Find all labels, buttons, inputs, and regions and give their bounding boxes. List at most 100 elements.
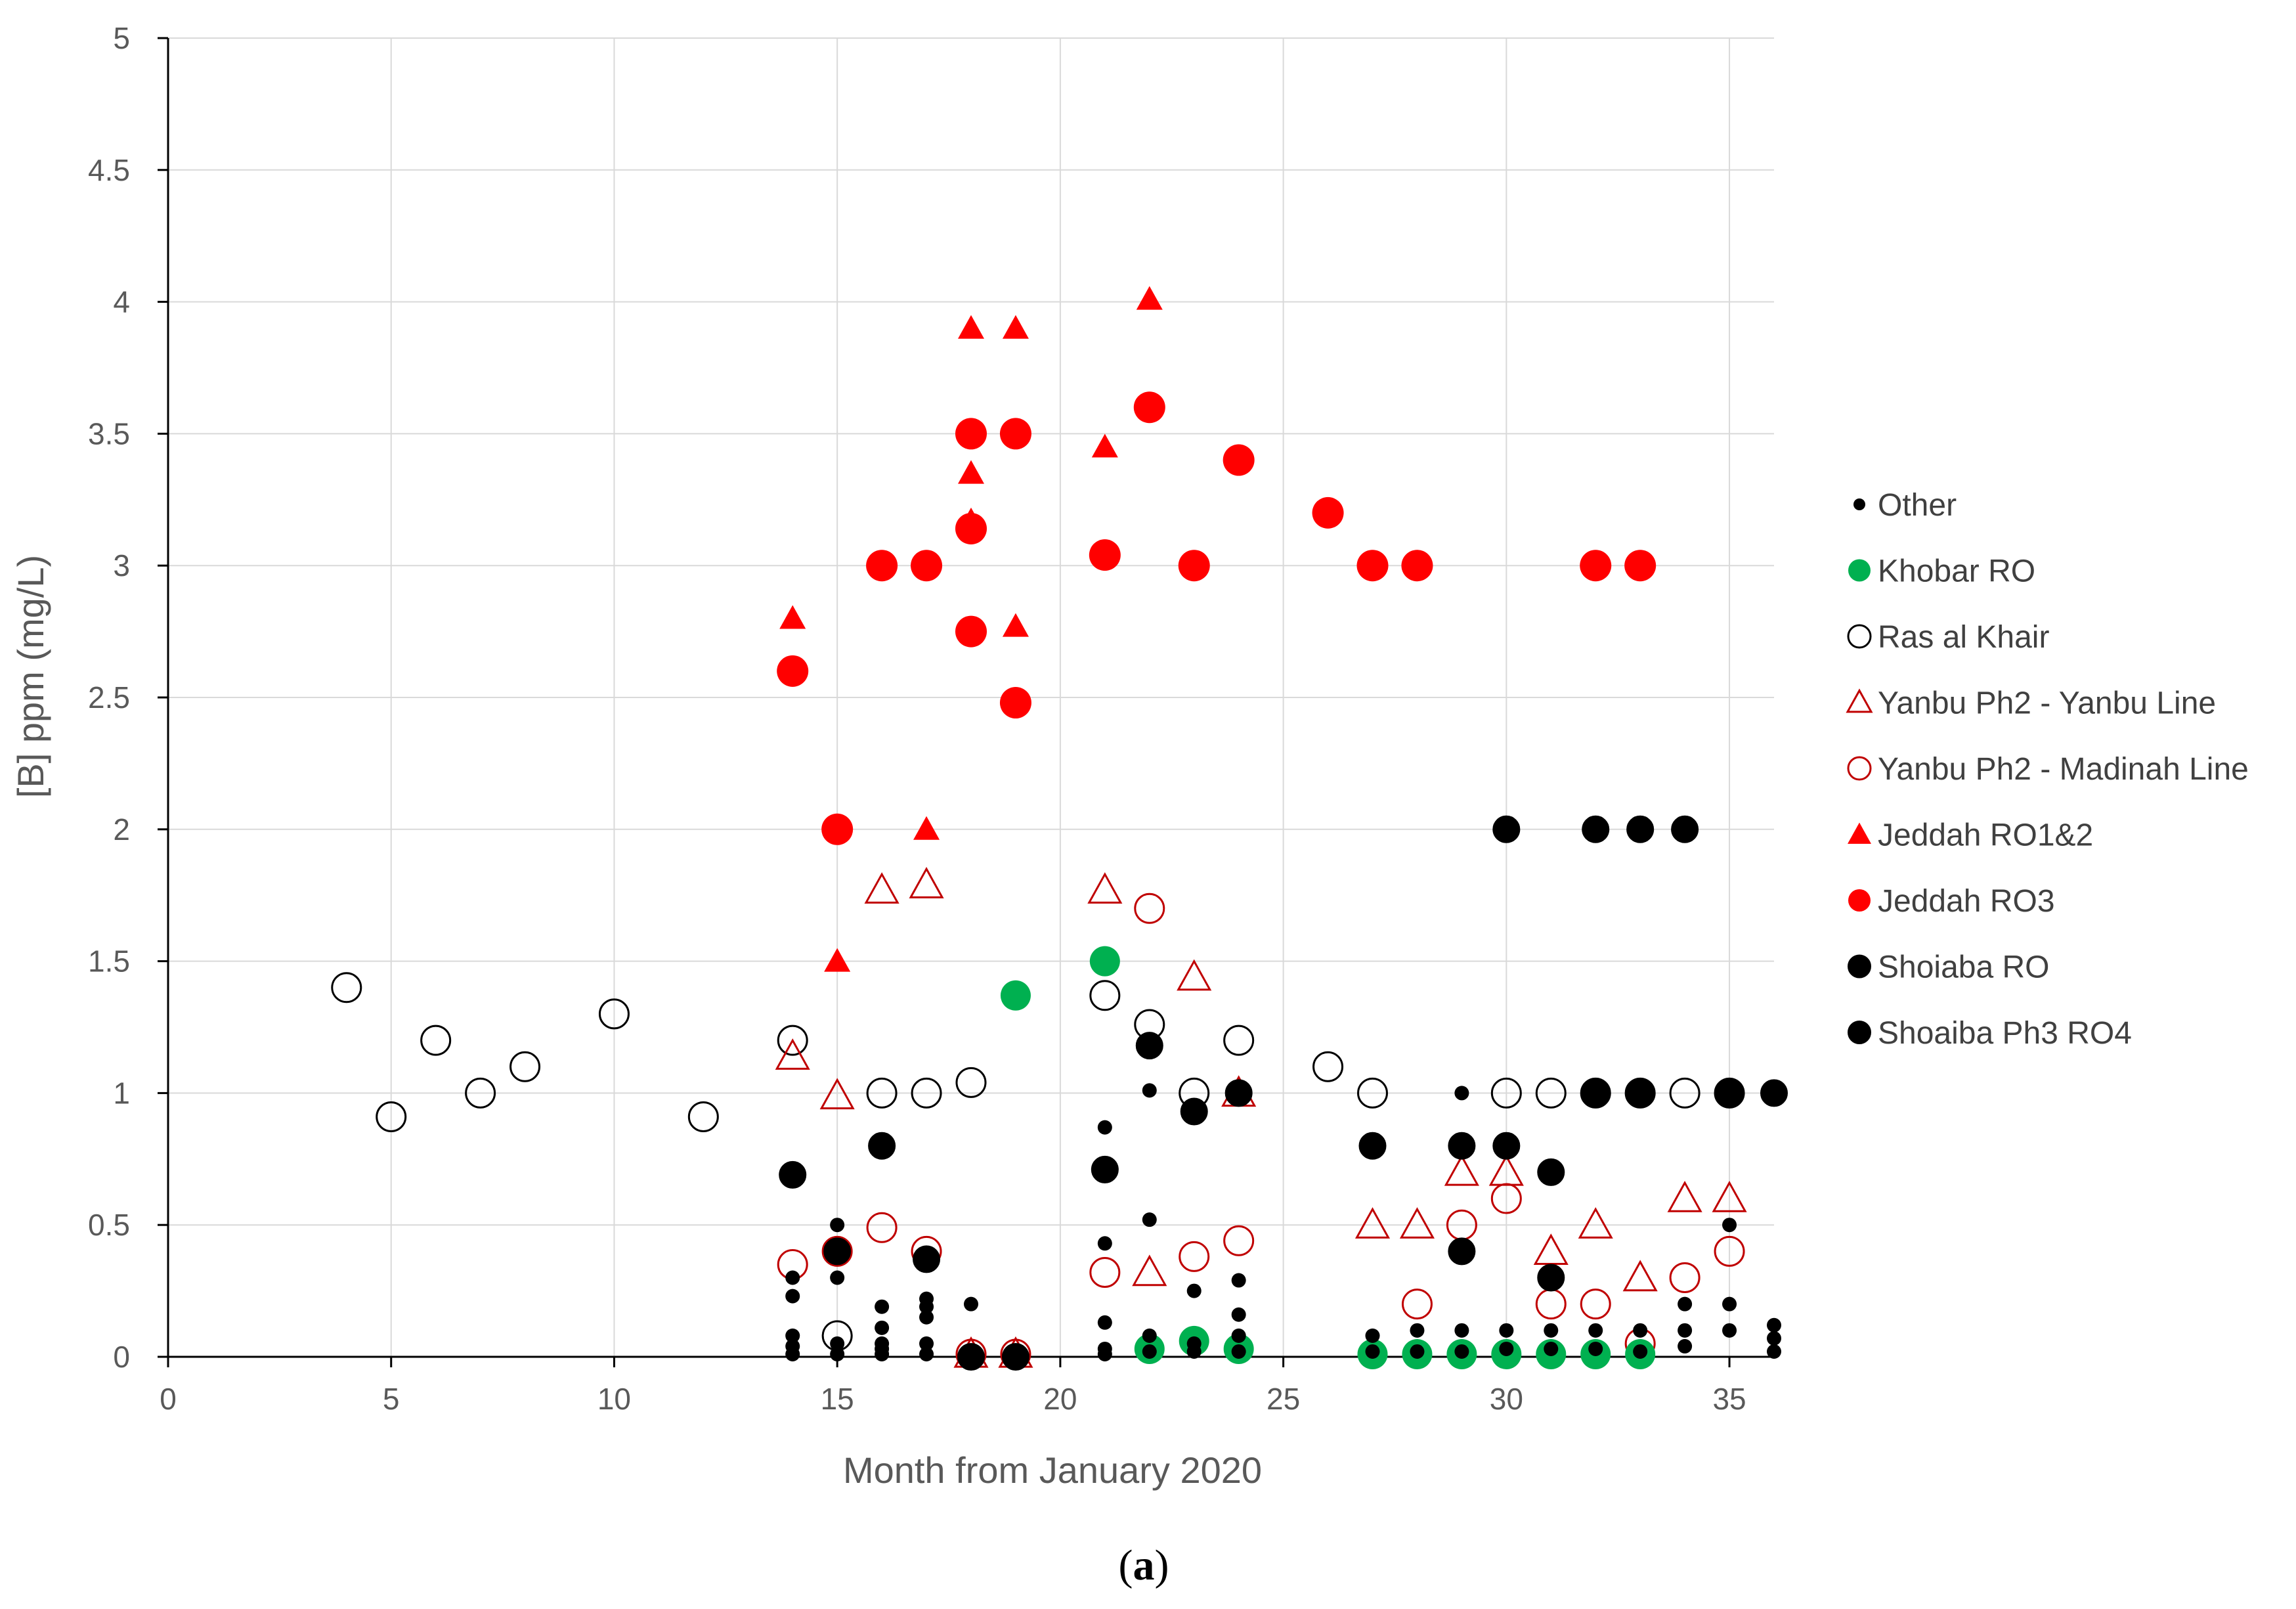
point-yanbu-ph2-madinah-line	[1580, 1289, 1611, 1320]
y-tick-label: 3	[113, 548, 130, 583]
y-tick-label: 0.5	[88, 1208, 130, 1242]
point-other	[1231, 1328, 1246, 1343]
point-other	[1678, 1296, 1693, 1311]
point-shoaiba-ph3-ro4	[1626, 815, 1655, 843]
legend-marker-other	[1853, 498, 1865, 510]
point-other	[1588, 1341, 1603, 1356]
legend-label-yanbu-ph2-yanbu-line: Yanbu Ph2 - Yanbu Line	[1878, 686, 2216, 721]
point-other	[1142, 1083, 1157, 1098]
point-shoiaba-ro	[1626, 1079, 1655, 1107]
point-other	[1544, 1323, 1559, 1338]
point-other	[1142, 1344, 1157, 1359]
point-other	[1722, 1296, 1737, 1311]
legend-label-shoaiba-ph3-ro4: Shoaiba Ph3 RO4	[1878, 1016, 2132, 1051]
point-yanbu-ph2-yanbu-line	[775, 1038, 810, 1070]
legend-entry-shoaiba-ph3-ro4: Shoaiba Ph3 RO4	[1848, 1016, 2132, 1051]
point-shoiaba-ro	[1448, 1132, 1476, 1160]
caption-close-paren: )	[1155, 1541, 1169, 1589]
point-jeddah-ro1-2	[779, 605, 806, 629]
legend-entry-yanbu-ph2-yanbu-line: Yanbu Ph2 - Yanbu Line	[1846, 686, 2216, 721]
point-jeddah-ro1-2	[1136, 286, 1163, 310]
point-ras-al-khair	[777, 1025, 808, 1056]
x-tick-label: 0	[160, 1382, 177, 1416]
point-jeddah-ro3	[955, 615, 987, 648]
point-ras-al-khair	[1312, 1051, 1344, 1082]
point-other	[875, 1299, 890, 1314]
point-shoiaba-ro	[779, 1160, 807, 1189]
point-shoaiba-ph3-ro4	[1671, 815, 1699, 843]
x-tick-label: 15	[821, 1382, 854, 1416]
point-shoiaba-ro	[823, 1237, 852, 1266]
point-other	[1142, 1328, 1157, 1343]
legend-marker-jeddah-ro1-2	[1848, 822, 1871, 844]
caption-open-paren: (	[1119, 1541, 1133, 1589]
y-tick-label: 0	[113, 1340, 130, 1374]
point-ras-al-khair	[1490, 1077, 1522, 1109]
point-ras-al-khair	[1357, 1077, 1388, 1109]
point-other	[1365, 1344, 1380, 1359]
point-other	[1231, 1273, 1246, 1288]
point-shoaiba-ph3-ro4	[1582, 815, 1610, 843]
point-ras-al-khair	[1535, 1077, 1567, 1109]
point-ras-al-khair	[1624, 1077, 1656, 1109]
point-jeddah-ro1-2	[958, 315, 984, 339]
legend-marker-jeddah-ro3	[1848, 889, 1871, 912]
x-tick-label: 20	[1043, 1382, 1077, 1416]
point-yanbu-ph2-madinah-line	[1535, 1289, 1567, 1320]
point-ras-al-khair	[1580, 1077, 1611, 1109]
point-other	[1410, 1344, 1425, 1359]
point-jeddah-ro3	[866, 550, 898, 582]
legend-entry-ras-al-khair: Ras al Khair	[1847, 620, 2049, 655]
point-ras-al-khair	[687, 1101, 719, 1133]
x-tick-label: 25	[1267, 1382, 1300, 1416]
y-tick-label: 5	[113, 21, 130, 55]
point-yanbu-ph2-madinah-line	[1089, 1256, 1121, 1288]
point-yanbu-ph2-madinah-line	[821, 1235, 853, 1267]
point-jeddah-ro1-2	[913, 816, 940, 840]
point-other	[1231, 1344, 1246, 1359]
x-tick-label: 35	[1712, 1382, 1746, 1416]
point-yanbu-ph2-madinah-line	[1134, 893, 1165, 924]
point-other	[919, 1299, 934, 1314]
point-other	[1186, 1344, 1202, 1359]
point-jeddah-ro3	[821, 813, 854, 845]
point-yanbu-ph2-yanbu-line	[1087, 872, 1123, 904]
point-yanbu-ph2-madinah-line	[1223, 1225, 1255, 1256]
point-other	[964, 1344, 978, 1359]
point-other	[1499, 1341, 1514, 1356]
legend-label-shoiaba-ro: Shoiaba RO	[1878, 950, 2050, 985]
point-ras-al-khair	[598, 998, 630, 1030]
point-jeddah-ro3	[999, 687, 1031, 719]
legend-marker-yanbu-ph2-madinah-line	[1847, 756, 1872, 781]
point-shoiaba-ro	[1358, 1132, 1387, 1160]
point-yanbu-ph2-yanbu-line	[819, 1078, 855, 1110]
point-ras-al-khair	[955, 1067, 987, 1098]
point-ras-al-khair	[866, 1077, 898, 1109]
point-jeddah-ro1-2	[958, 460, 984, 484]
legend-entry-jeddah-ro3: Jeddah RO3	[1848, 884, 2055, 919]
point-other	[1767, 1317, 1781, 1333]
point-shoiaba-ro	[1537, 1264, 1565, 1292]
point-ras-al-khair	[420, 1025, 452, 1056]
point-shoiaba-ro	[1180, 1097, 1208, 1126]
legend-entry-other: Other	[1853, 488, 1957, 523]
point-shoiaba-ro	[1760, 1079, 1788, 1107]
point-jeddah-ro3	[1401, 550, 1433, 582]
point-jeddah-ro1-2	[1002, 613, 1029, 637]
point-other	[919, 1346, 934, 1361]
legend-marker-ras-al-khair	[1847, 624, 1872, 649]
point-other	[1097, 1236, 1112, 1251]
point-yanbu-ph2-yanbu-line	[1399, 1207, 1435, 1239]
y-tick-label: 1.5	[88, 944, 130, 979]
legend-marker-shoiaba-ro	[1848, 954, 1871, 979]
point-other	[1767, 1344, 1781, 1359]
x-axis-title: Month from January 2020	[843, 1449, 1262, 1491]
point-other	[830, 1346, 845, 1361]
legend-label-other: Other	[1878, 488, 1957, 523]
point-yanbu-ph2-yanbu-line	[1533, 1233, 1569, 1266]
point-jeddah-ro3	[911, 550, 943, 582]
point-ras-al-khair	[509, 1051, 541, 1082]
x-tick-label: 5	[383, 1382, 400, 1416]
point-yanbu-ph2-yanbu-line	[1354, 1207, 1391, 1239]
